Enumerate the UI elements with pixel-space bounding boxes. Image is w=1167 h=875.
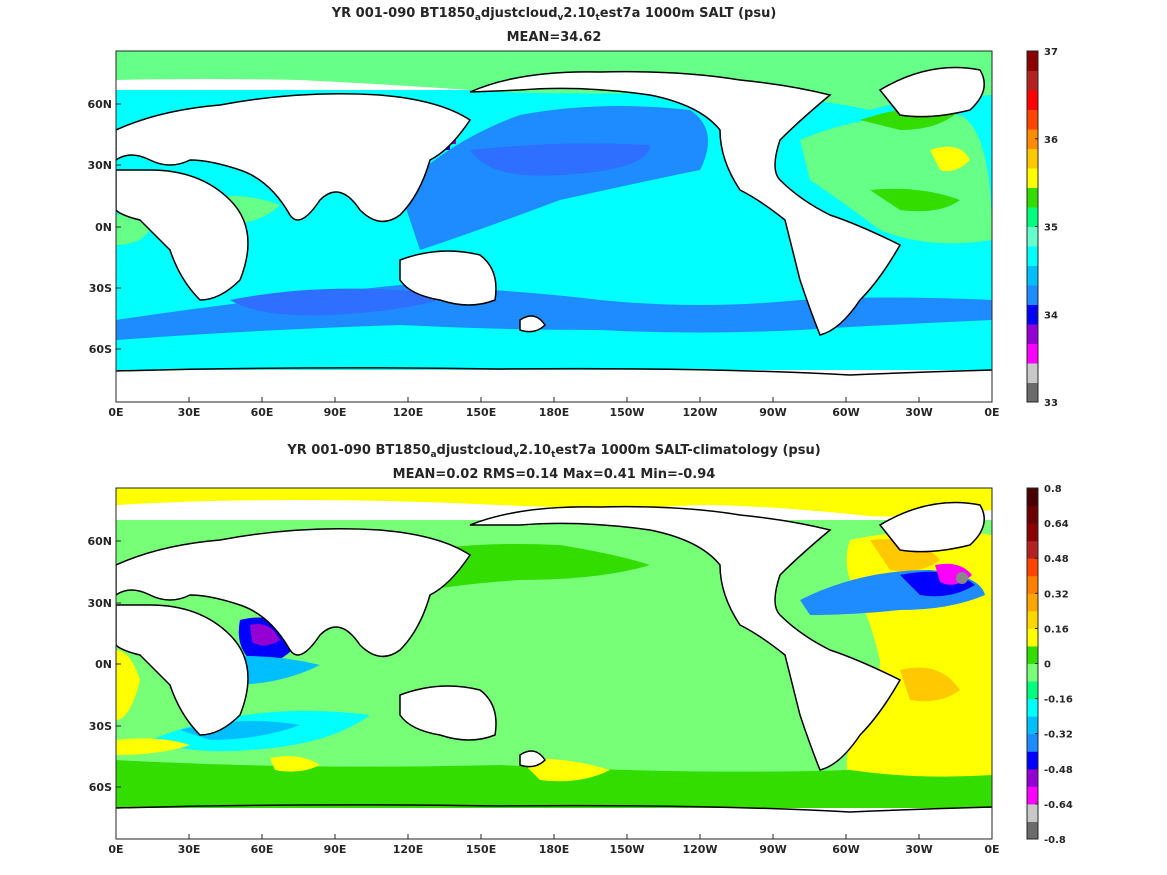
colorbar-swatch: [1027, 187, 1038, 208]
colorbar-swatch: [1027, 628, 1038, 647]
y-tick-label: 30S: [89, 282, 112, 295]
colorbar-swatch: [1027, 70, 1038, 91]
x-tick-label: 120E: [393, 843, 423, 856]
y-tick-label: 30S: [89, 720, 112, 733]
colorbar-swatch: [1027, 363, 1038, 383]
y-tick-label: 60S: [89, 781, 112, 794]
colorbar-swatch: [1027, 304, 1038, 325]
colorbar-swatch: [1027, 168, 1038, 188]
x-tick-label: 90E: [324, 843, 347, 856]
colorbar-tick-label: 37: [1044, 47, 1058, 58]
colorbar-swatch: [1027, 558, 1038, 577]
colorbar-swatch: [1027, 505, 1038, 524]
x-tick-label: 0E: [108, 406, 123, 419]
x-tick-label: 120W: [682, 843, 717, 856]
colorbar-swatch: [1027, 523, 1038, 542]
colorbar-swatch: [1027, 803, 1038, 822]
colorbar-swatch: [1027, 246, 1038, 266]
bottom-chart-subtitle: MEAN=0.02 RMS=0.14 Max=0.41 Min=-0.94: [392, 467, 716, 482]
colorbar-tick-label: 36: [1044, 135, 1058, 146]
x-tick-label: 0E: [984, 406, 999, 419]
y-tick-label: 30N: [87, 597, 112, 610]
top-chart-title: YR 001-090 BT1850adjustcloudv2.10test7a …: [331, 6, 777, 23]
colorbar-swatch: [1027, 109, 1038, 130]
bottom-chart-title: YR 001-090 BT1850adjustcloudv2.10test7a …: [287, 443, 821, 460]
colorbar-tick-label: -0.64: [1044, 800, 1073, 811]
colorbar-tick-label: 33: [1044, 398, 1058, 409]
colorbar-tick-label: 0.64: [1044, 519, 1069, 530]
y-tick-label: 60N: [87, 535, 112, 548]
x-tick-label: 60W: [832, 406, 859, 419]
colorbar-swatch: [1027, 226, 1038, 247]
x-tick-label: 150W: [609, 843, 644, 856]
x-tick-label: 90W: [759, 406, 786, 419]
x-tick-label: 30E: [178, 406, 201, 419]
colorbar-swatch: [1027, 610, 1038, 629]
colorbar-swatch: [1027, 681, 1038, 700]
colorbar-swatch: [1027, 575, 1038, 594]
colorbar-tick-label: -0.16: [1044, 695, 1073, 706]
bottom-map: [116, 488, 992, 839]
top-chart-subtitle: MEAN=34.62: [506, 30, 602, 45]
y-tick-label: 60S: [89, 343, 112, 356]
x-tick-label: 150E: [466, 406, 496, 419]
colorbar-swatch: [1027, 821, 1038, 840]
colorbar-swatch: [1027, 698, 1038, 717]
colorbar-tick-label: 0.48: [1044, 554, 1069, 565]
x-tick-label: 0E: [108, 843, 123, 856]
x-tick-label: 30W: [905, 843, 932, 856]
x-tick-label: 180E: [539, 406, 569, 419]
colorbar-tick-label: 0.16: [1044, 624, 1069, 635]
x-tick-label: 60W: [832, 843, 859, 856]
top-map: [116, 51, 992, 402]
colorbar-tick-label: 0.32: [1044, 589, 1069, 600]
x-tick-label: 60E: [251, 843, 274, 856]
colorbar-swatch: [1027, 382, 1038, 403]
colorbar-swatch: [1027, 751, 1038, 770]
colorbar-tick-label: -0.32: [1044, 730, 1073, 741]
colorbar-tick-label: 34: [1044, 310, 1058, 321]
x-tick-label: 150E: [466, 843, 496, 856]
x-tick-label: 90E: [324, 406, 347, 419]
colorbar-swatch: [1027, 786, 1038, 805]
x-tick-label: 180E: [539, 843, 569, 856]
colorbar-swatch: [1027, 663, 1038, 682]
colorbar-swatch: [1027, 285, 1038, 305]
y-tick-label: 60N: [87, 98, 112, 111]
x-tick-label: 90W: [759, 843, 786, 856]
colorbar-tick-label: -0.48: [1044, 765, 1073, 776]
colorbar-swatch: [1027, 265, 1038, 286]
colorbar-swatch: [1027, 90, 1038, 110]
x-tick-label: 30W: [905, 406, 932, 419]
x-tick-label: 0E: [984, 843, 999, 856]
colorbar-swatch: [1027, 645, 1038, 664]
colorbar-swatch: [1027, 207, 1038, 227]
colorbar-tick-label: -0.8: [1044, 835, 1066, 846]
colorbar-swatch: [1027, 768, 1038, 787]
y-tick-label: 0N: [95, 658, 112, 671]
colorbar-swatch: [1027, 343, 1038, 364]
colorbar-swatch: [1027, 716, 1038, 735]
x-tick-label: 30E: [178, 843, 201, 856]
colorbar-tick-label: 0: [1044, 660, 1051, 671]
x-tick-label: 60E: [251, 406, 274, 419]
colorbar-swatch: [1027, 51, 1038, 71]
colorbar-swatch: [1027, 324, 1038, 344]
colorbar-swatch: [1027, 540, 1038, 559]
colorbar-swatch: [1027, 129, 1038, 149]
y-tick-label: 0N: [95, 221, 112, 234]
colorbar-tick-label: 35: [1044, 223, 1058, 234]
colorbar-swatch: [1027, 733, 1038, 752]
x-tick-label: 120W: [682, 406, 717, 419]
colorbar-swatch: [1027, 593, 1038, 612]
x-tick-label: 120E: [393, 406, 423, 419]
x-tick-label: 150W: [609, 406, 644, 419]
colorbar-tick-label: 0.8: [1044, 484, 1062, 495]
colorbar-swatch: [1027, 488, 1038, 507]
y-tick-label: 30N: [87, 159, 112, 172]
colorbar-swatch: [1027, 148, 1038, 169]
